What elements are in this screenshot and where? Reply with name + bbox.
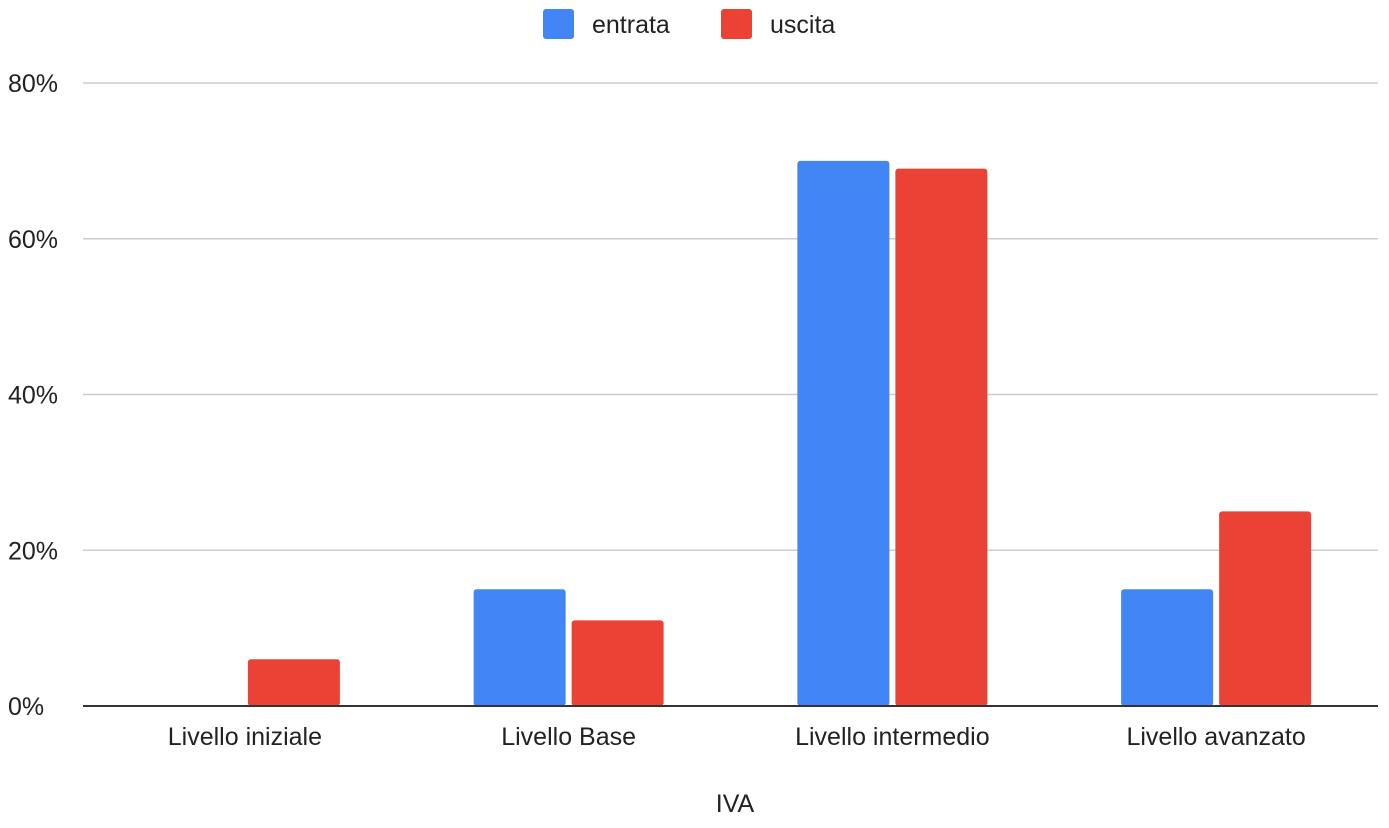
y-tick-label: 40% [8, 382, 58, 410]
bar-uscita[interactable] [1219, 511, 1312, 706]
bar-entrata[interactable] [797, 160, 890, 706]
bars [247, 160, 1312, 707]
bar-uscita[interactable] [895, 168, 988, 707]
y-tick-label: 20% [8, 537, 58, 565]
gridlines [83, 82, 1378, 551]
x-axis-title: IVA [716, 790, 755, 818]
legend-label-entrata: entrata [592, 11, 670, 39]
bar-entrata[interactable] [1121, 589, 1214, 706]
bar-uscita[interactable] [247, 659, 340, 706]
y-tick-label: 80% [8, 70, 58, 98]
y-tick-label: 0% [8, 693, 44, 721]
legend-swatch-uscita [721, 9, 752, 39]
x-tick-label: Livello iniziale [168, 723, 322, 751]
x-tick-label: Livello intermedio [795, 723, 990, 751]
legend-label-uscita: uscita [770, 11, 835, 39]
legend[interactable]: entrata uscita [543, 9, 835, 39]
x-tick-label: Livello avanzato [1126, 723, 1305, 751]
x-tick-label: Livello Base [501, 723, 636, 751]
x-axis-tick-labels: Livello iniziale Livello Base Livello inte… [168, 723, 1306, 751]
y-axis-tick-labels: 0% 20% 40% 60% 80% [8, 70, 58, 721]
bar-uscita[interactable] [571, 620, 664, 706]
legend-swatch-entrata [543, 9, 574, 39]
y-tick-label: 60% [8, 226, 58, 254]
bar-entrata[interactable] [473, 589, 566, 706]
